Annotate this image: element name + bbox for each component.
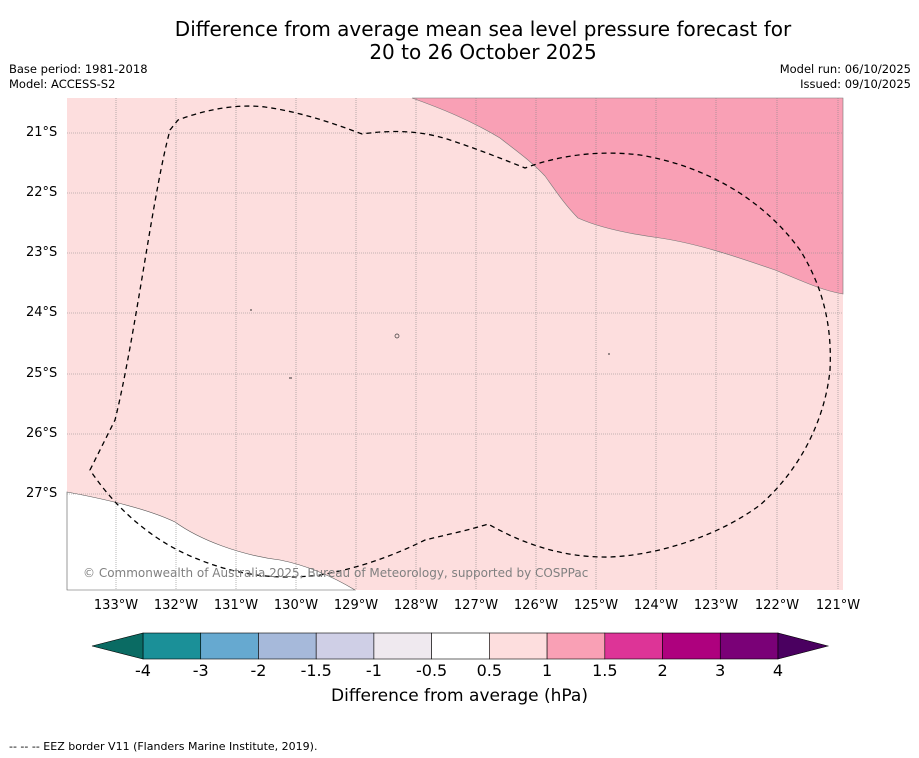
longitude-label: 130°W [273,598,319,613]
title-line-1: Difference from average mean sea level p… [174,17,792,41]
latitude-label: 25°S [26,366,58,381]
colorbar-label: Difference from average (hPa) [331,686,588,706]
colorbar-tick-label: -2 [250,661,267,680]
colorbar-tick-label: 3 [715,661,726,680]
colorbar-tick-label: -0.5 [416,661,448,680]
latitude-label: 27°S [26,486,58,501]
colorbar-tick-label: -1 [365,661,382,680]
colorbar-tick-label: 0.5 [476,661,503,680]
longitude-label: 124°W [633,598,679,613]
map-title: Difference from average mean sea level p… [0,18,919,64]
no-data-region [66,491,357,591]
eez-legend-footer: -- -- -- EEZ border V11 (Flanders Marine… [9,740,318,753]
latitude-label: 23°S [26,245,58,260]
colorbar-segment [546,632,606,660]
issued-date: Issued: 09/10/2025 [800,77,911,91]
colorbar-segment [719,632,779,660]
longitude-label: 125°W [573,598,619,613]
colorbar-segment [200,632,259,660]
colorbar-segment [431,632,490,660]
grid-lines [67,98,843,590]
colorbar-segment [373,632,432,660]
island-marker [394,333,400,339]
eez-border [89,105,831,578]
latitude-label: 22°S [26,185,58,200]
longitude-label: 126°W [513,598,559,613]
longitude-label: 128°W [393,598,439,613]
longitude-label: 122°W [754,598,800,613]
title-line-2: 20 to 26 October 2025 [369,40,597,64]
latitude-label: 26°S [26,426,58,441]
longitude-label: 133°W [93,598,139,613]
colorbar-tick-label: 1.5 [592,661,618,680]
model-name: Model: ACCESS-S2 [9,77,116,91]
longitude-label: 132°W [153,598,199,613]
colorbar-tick-label: -3 [192,661,209,680]
colorbar-over-arrow [777,632,830,660]
model-run: Model run: 06/10/2025 [779,62,911,76]
longitude-label: 121°W [815,598,861,613]
longitude-label: 123°W [693,598,739,613]
latitude-label: 21°S [26,125,58,140]
colorbar-segment [315,632,375,660]
latitude-label: 24°S [26,305,58,320]
base-period: Base period: 1981-2018 [9,62,148,76]
anomaly-1-to-1.5-region [411,97,844,295]
colorbar-segment [604,632,663,660]
longitude-label: 127°W [453,598,499,613]
meta-left: Base period: 1981-2018 Model: ACCESS-S2 [9,62,148,92]
colorbar-under-arrow [91,632,144,660]
copyright-watermark: © Commonwealth of Australia 2025, Bureau… [83,566,589,580]
colorbar-segment [489,632,548,660]
colorbar-segment [662,632,721,660]
colorbar-tick-label: -1.5 [300,661,332,680]
colorbar-segment [142,632,202,660]
longitude-label: 131°W [213,598,259,613]
colorbar-tick-label: -4 [135,661,151,680]
longitude-label: 129°W [333,598,379,613]
colorbar-tick-label: 4 [772,661,784,680]
colorbar [91,632,830,660]
meta-right: Model run: 06/10/2025 Issued: 09/10/2025 [780,62,911,92]
colorbar-tick-label: 1 [541,661,553,680]
colorbar-tick-label: 2 [657,661,668,680]
colorbar-segment [258,632,317,660]
